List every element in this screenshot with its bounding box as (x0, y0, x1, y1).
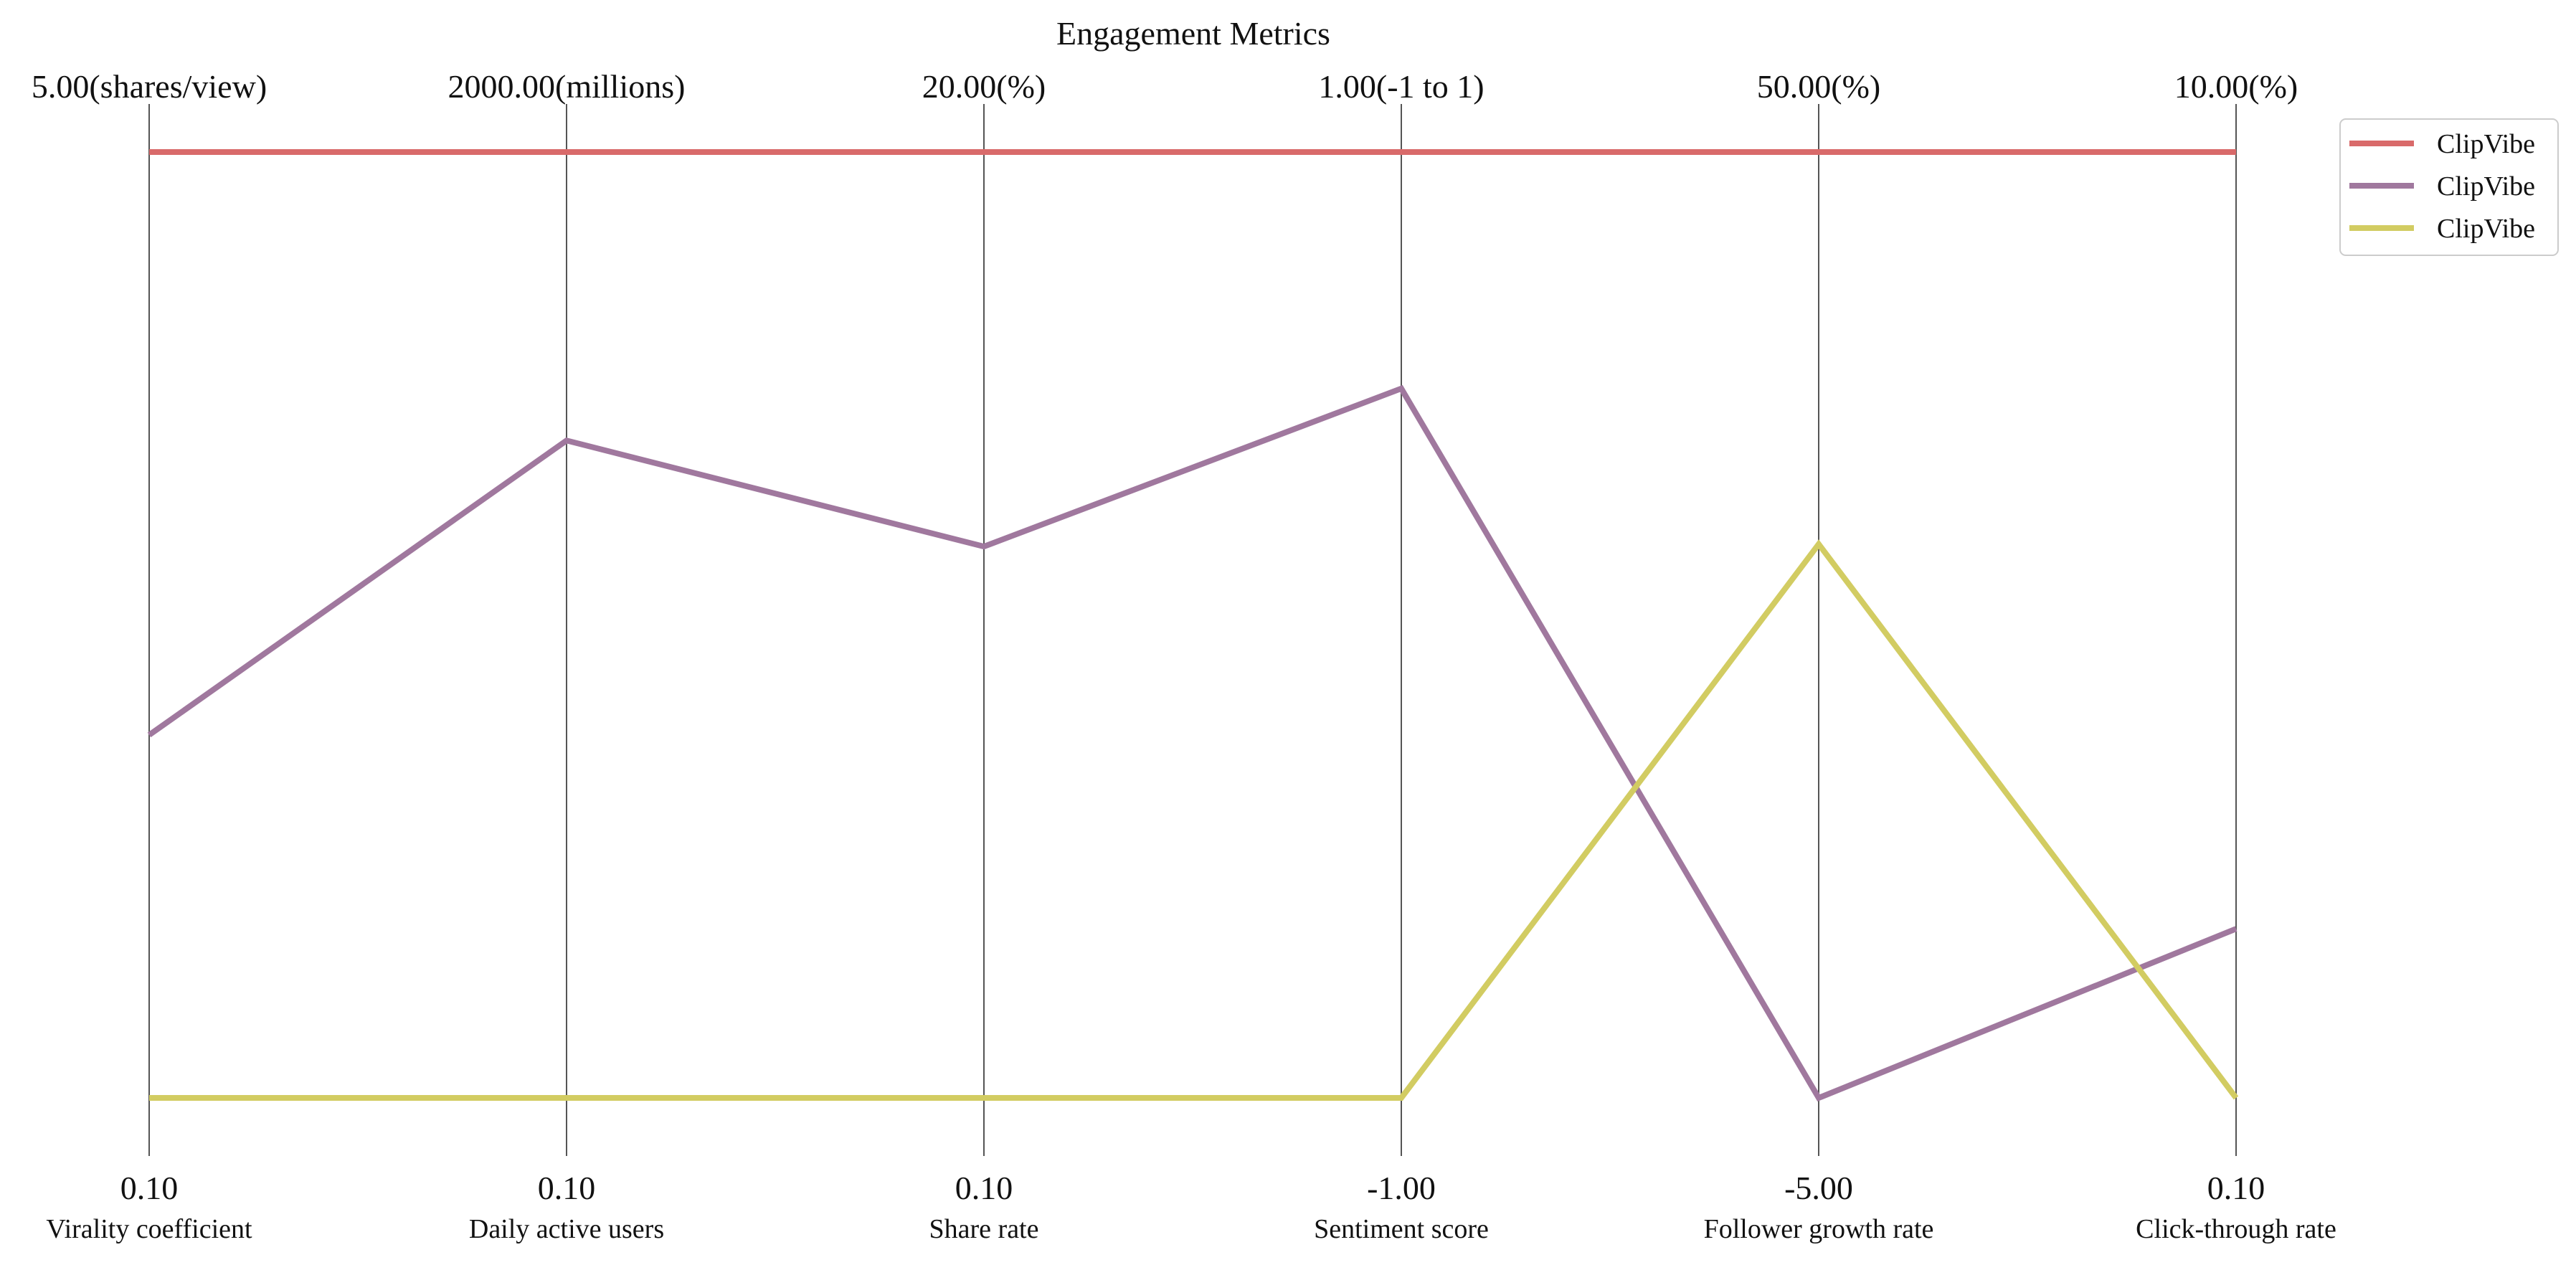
axis-min-label: 0.10 (2207, 1170, 2265, 1206)
series-line (149, 539, 2239, 1101)
axis-max-label: 10.00(%) (2174, 68, 2298, 105)
series-line (147, 384, 2238, 1102)
axes-group: 5.00(shares/view) 0.10 Virality coefficien… (32, 68, 2336, 1244)
axis-max-label: 5.00(shares/view) (32, 68, 267, 105)
axis-name-label: Share rate (929, 1214, 1039, 1244)
axis-min-label: 0.10 (538, 1170, 596, 1206)
axis-name-label: Sentiment score (1314, 1214, 1489, 1244)
legend-label: ClipVibe (2437, 171, 2535, 202)
series-lines-group (147, 149, 2239, 1102)
axis-name-label: Click-through rate (2136, 1214, 2336, 1244)
axis-name-label: Daily active users (469, 1214, 664, 1244)
axis-name-label: Follower growth rate (1704, 1214, 1934, 1244)
axis-min-label: -1.00 (1367, 1170, 1436, 1206)
axis-max-label: 1.00(-1 to 1) (1318, 68, 1484, 105)
axis-min-label: 0.10 (955, 1170, 1013, 1206)
axis-min-label: 0.10 (120, 1170, 179, 1206)
axis-name-label: Virality coefficient (46, 1214, 252, 1244)
axis-max-label: 2000.00(millions) (448, 68, 686, 105)
chart-title: Engagement Metrics (1056, 15, 1330, 52)
legend-label: ClipVibe (2437, 129, 2535, 159)
axis-max-label: 50.00(%) (1757, 68, 1880, 105)
legend: ClipVibe ClipVibe ClipVibe (2339, 118, 2559, 256)
legend-frame (2339, 118, 2559, 256)
axis-max-label: 20.00(%) (922, 68, 1046, 105)
legend-label: ClipVibe (2437, 214, 2535, 244)
axis-min-label: -5.00 (1784, 1170, 1853, 1206)
